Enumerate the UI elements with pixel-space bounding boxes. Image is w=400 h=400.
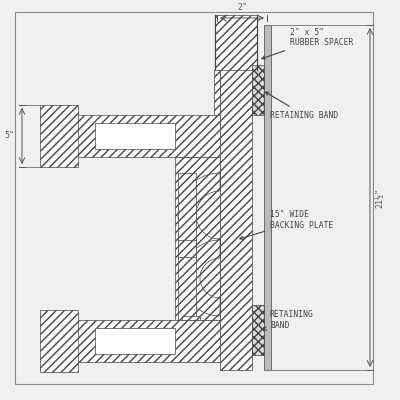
Bar: [220, 25, 252, 370]
Bar: [40, 310, 78, 372]
Bar: [95, 123, 175, 149]
Bar: [95, 328, 175, 354]
Bar: [15, 12, 373, 384]
Bar: [214, 70, 220, 115]
Text: RETAINING
BAND: RETAINING BAND: [263, 310, 314, 330]
Bar: [55, 320, 220, 362]
Bar: [178, 173, 196, 320]
Text: 21½": 21½": [376, 188, 384, 208]
Text: RETAINING BAND: RETAINING BAND: [266, 92, 338, 120]
Bar: [40, 105, 78, 167]
Bar: [175, 157, 220, 320]
Polygon shape: [182, 240, 220, 316]
Bar: [178, 240, 196, 257]
Bar: [182, 316, 200, 320]
Text: 5": 5": [4, 132, 14, 140]
Text: 2": 2": [237, 3, 247, 12]
Polygon shape: [178, 173, 220, 257]
Bar: [252, 65, 264, 115]
Text: 15" WIDE
BACKING PLATE: 15" WIDE BACKING PLATE: [240, 210, 333, 240]
Text: 2" x 5"
RUBBER SPACER: 2" x 5" RUBBER SPACER: [262, 28, 353, 59]
Bar: [55, 115, 220, 157]
Bar: [264, 25, 271, 370]
Bar: [215, 15, 257, 70]
Bar: [252, 305, 264, 355]
